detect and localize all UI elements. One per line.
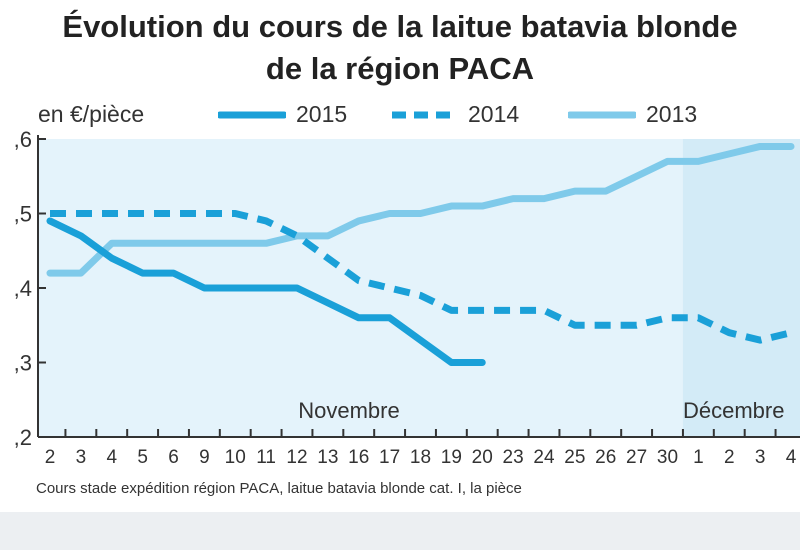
- legend-item-2013: 2013: [568, 101, 697, 128]
- legend: en €/pièce 2015 2014 2013: [38, 101, 798, 131]
- y-tick-label: ,5: [14, 202, 32, 227]
- legend-item-2015: 2015: [218, 101, 347, 128]
- x-tick-label: 25: [564, 447, 585, 468]
- chart-title-line-2: de la région PACA: [265, 51, 535, 86]
- x-tick-label: 11: [256, 447, 276, 468]
- x-tick-label: 23: [503, 447, 524, 468]
- y-tick-label: ,4: [14, 276, 32, 301]
- x-tick-label: 1: [693, 447, 704, 468]
- x-tick-label: 9: [199, 447, 210, 468]
- chart-title: Évolution du cours de la laitue batavia …: [0, 6, 800, 90]
- y-tick-label: ,6: [14, 127, 32, 152]
- x-tick-label: 5: [137, 447, 148, 468]
- series-line-2014: [50, 210, 792, 344]
- x-tick-label: 20: [472, 447, 493, 468]
- x-tick-label: 13: [317, 447, 338, 468]
- x-tick-label: 17: [379, 447, 400, 468]
- footer-band: [0, 512, 800, 550]
- legend-label-2015: 2015: [296, 101, 348, 127]
- series-line-2013: [46, 142, 795, 277]
- unit-label: en €/pièce: [38, 101, 145, 127]
- x-tick-label: 16: [348, 447, 369, 468]
- x-tick-label: 27: [626, 447, 647, 468]
- month-label: Décembre: [683, 398, 784, 423]
- x-tick-label: 18: [410, 447, 431, 468]
- legend-swatch-2013: [568, 111, 636, 118]
- legend-label-2013: 2013: [646, 101, 698, 127]
- legend-item-2014: 2014: [390, 101, 519, 128]
- series-line-2015: [46, 217, 486, 366]
- x-tick-label: 3: [76, 447, 87, 468]
- x-tick-label: 26: [595, 447, 616, 468]
- y-tick-label: ,2: [14, 425, 32, 450]
- month-label: Novembre: [298, 398, 399, 423]
- x-tick-label: 2: [724, 447, 735, 468]
- chart-title-line-1: Évolution du cours de la laitue batavia …: [62, 9, 738, 44]
- x-tick-label: 2: [45, 447, 56, 468]
- x-tick-label: 24: [533, 447, 555, 468]
- x-tick-label: 10: [225, 447, 246, 468]
- x-tick-label: 4: [786, 447, 797, 468]
- december-band: [682, 139, 800, 437]
- x-tick-label: 4: [106, 447, 117, 468]
- legend-label-2014: 2014: [468, 101, 520, 127]
- x-tick-label: 19: [441, 447, 462, 468]
- legend-swatch-2014: [392, 111, 456, 118]
- y-tick-label: ,3: [14, 351, 32, 376]
- x-tick-label: 6: [168, 447, 179, 468]
- source-note: Cours stade expédition région PACA, lait…: [36, 480, 522, 497]
- line-chart: ,2,3,4,5,62 3 4 5 6 9 10 11 12 13 16 17 18 19 20 23 24 25…: [14, 127, 800, 468]
- x-tick-label: 3: [755, 447, 766, 468]
- plot-background: [38, 139, 800, 437]
- x-tick-label: 12: [286, 447, 307, 468]
- legend-swatch-2015: [218, 111, 286, 118]
- x-tick-label: 30: [657, 447, 678, 468]
